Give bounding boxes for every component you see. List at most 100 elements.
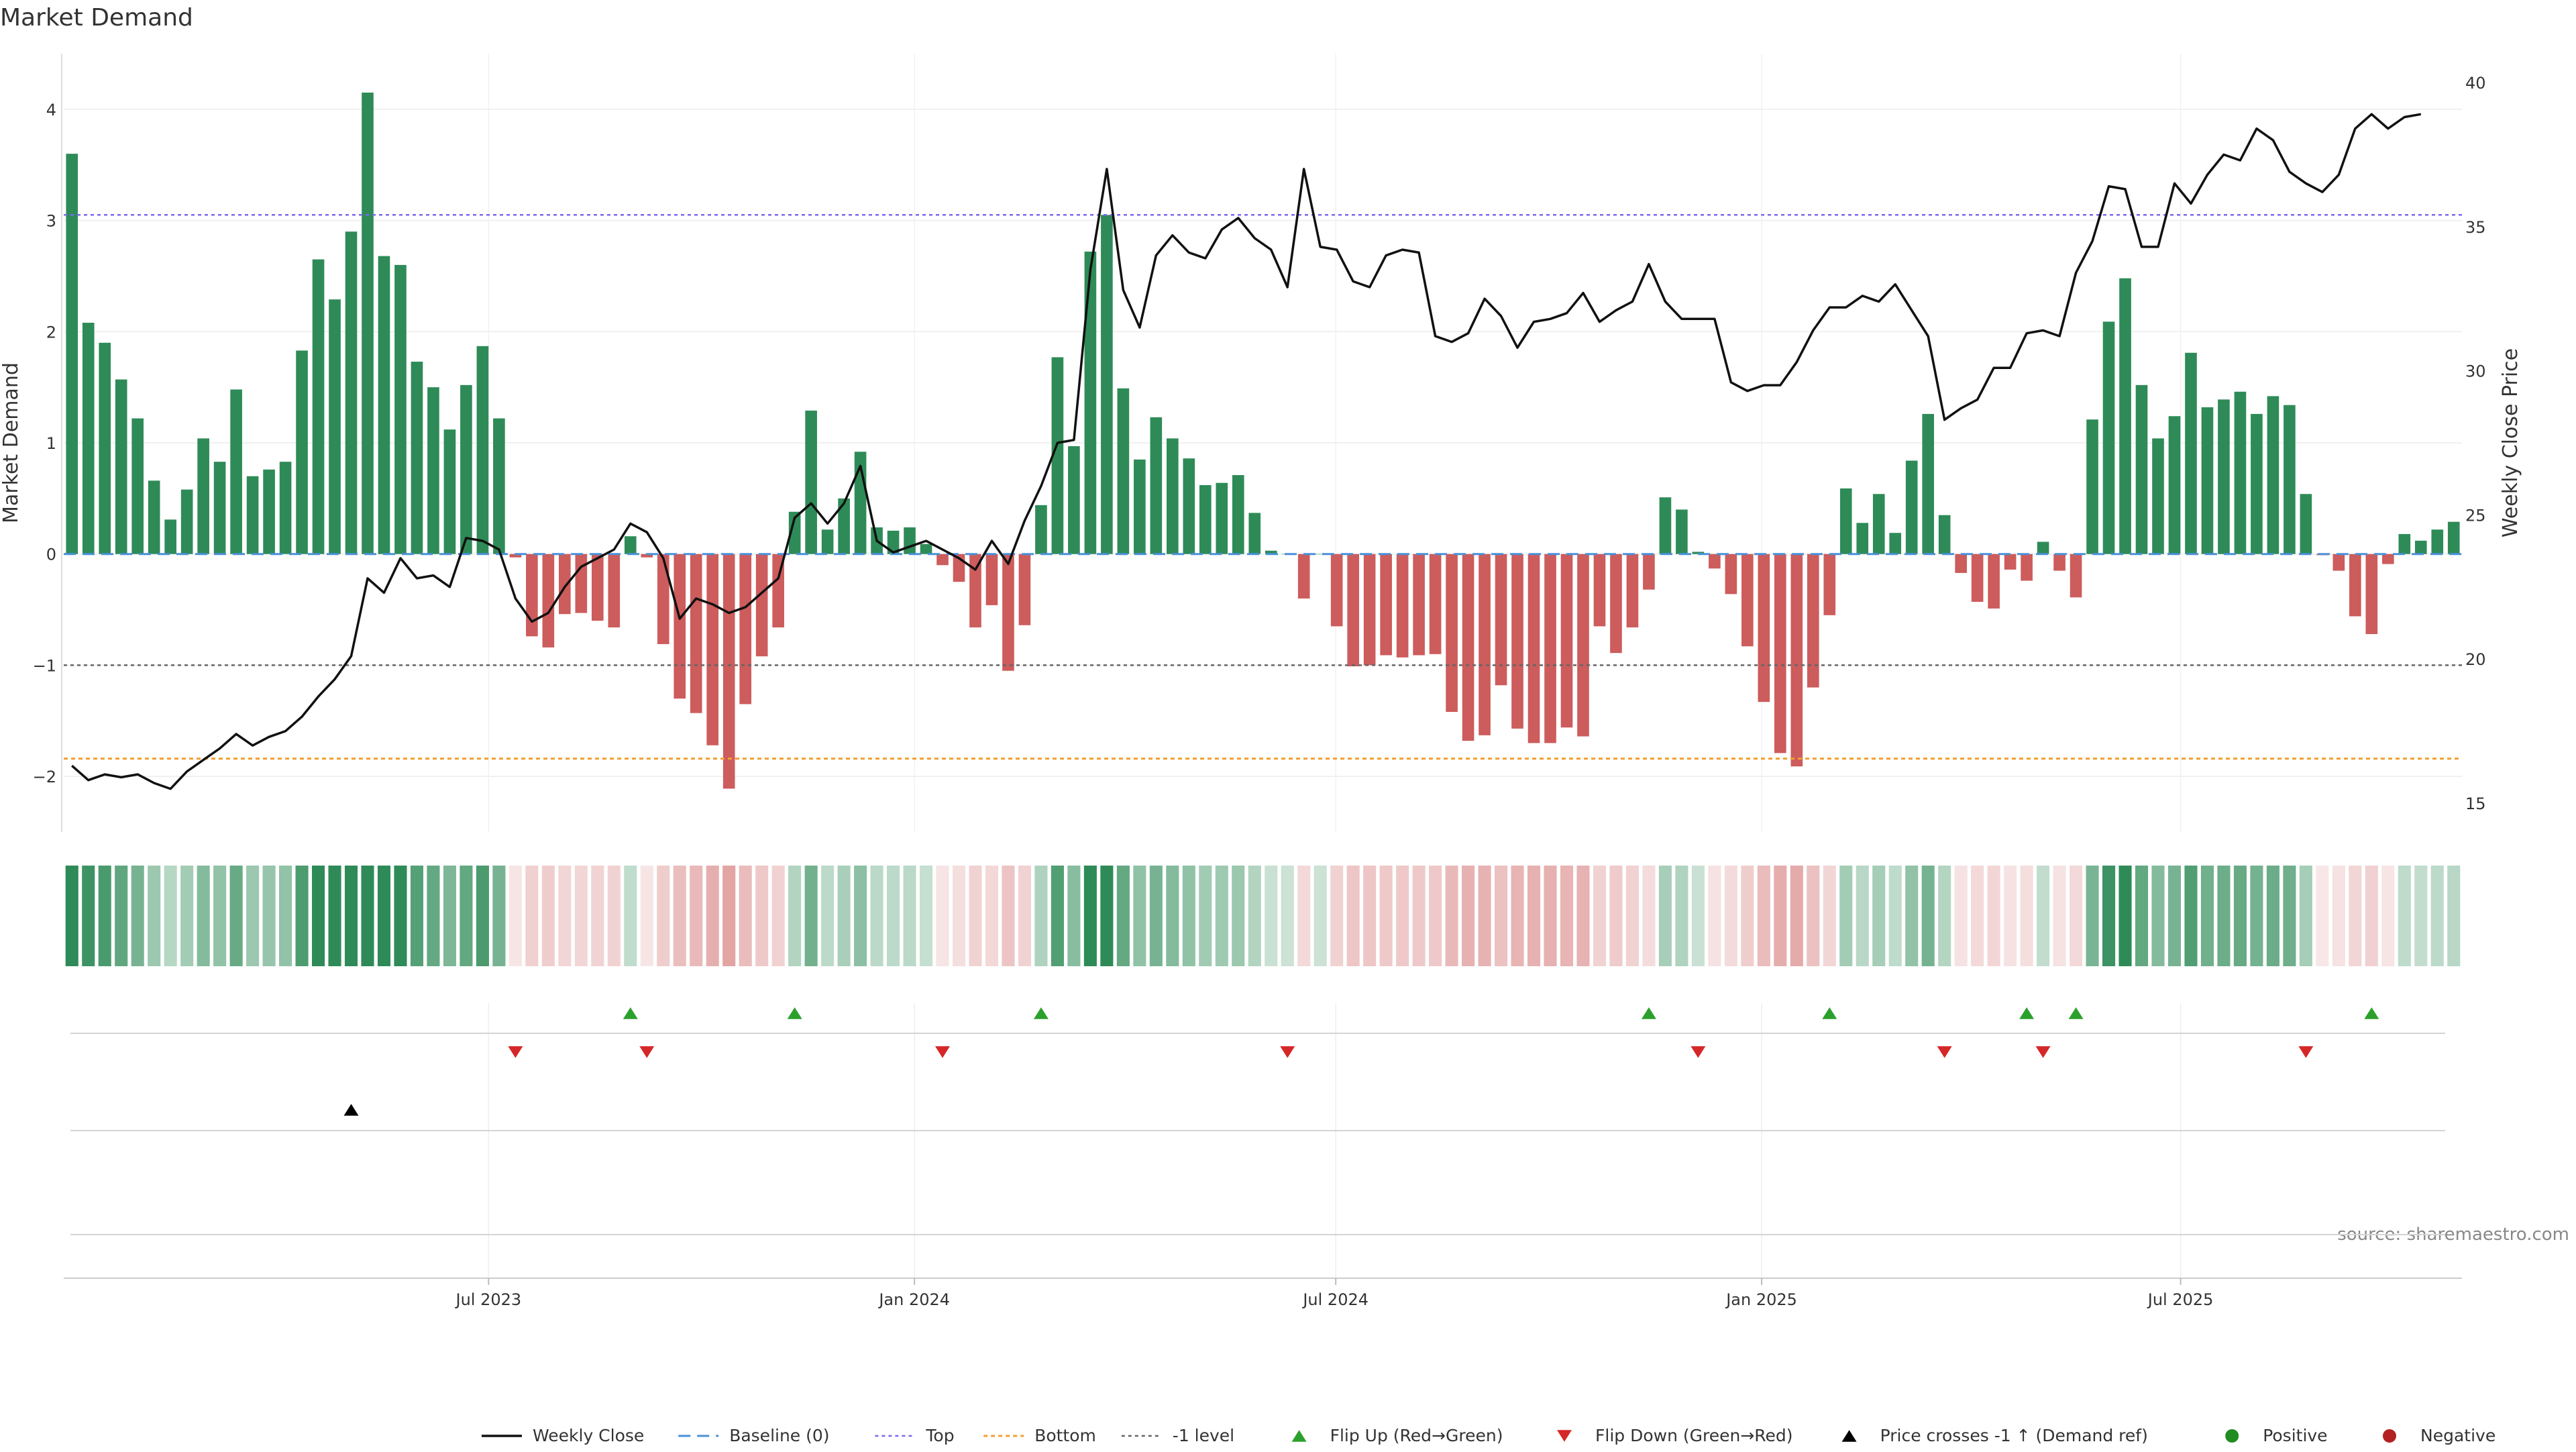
demand-bar [2300,494,2312,554]
legend-label: Flip Up (Red→Green) [1330,1426,1503,1445]
heat-cell [887,866,900,966]
demand-bar [1330,554,1343,627]
demand-bar [936,554,949,566]
demand-bar [1232,475,1244,554]
demand-bar [2168,416,2181,554]
demand-bar [1101,215,1113,554]
heat-cell [1560,866,1574,966]
demand-bar [213,462,226,554]
demand-bar [1741,554,1754,647]
heat-cell [2250,866,2263,966]
heat-cell [541,866,555,966]
demand-bar [2251,413,2263,554]
demand-bar [838,498,850,554]
demand-bar [1544,554,1556,743]
y-tick-label: 1 [46,434,56,453]
demand-bar [1988,554,2000,609]
x-tick-label: Jul 2024 [1301,1290,1368,1309]
heat-cell [2004,866,2017,966]
demand-bar [1676,509,1688,554]
heat-cell [2266,866,2279,966]
heat-cell [492,866,506,966]
heat-cell [1346,866,1360,966]
heat-cell [2316,866,2329,966]
legend-swatch-cross [1841,1430,1857,1442]
heat-cell [2299,866,2312,966]
heat-cell [2414,866,2428,966]
demand-bar [674,554,686,699]
demand-bar [427,387,439,554]
heat-cell [1199,866,1212,966]
demand-bar [378,256,390,554]
demand-bar [526,554,538,637]
y2-tick-label: 15 [2465,794,2486,813]
demand-bar [2218,399,2230,554]
heat-cell [1921,866,1935,966]
heat-cell [1067,866,1081,966]
demand-bar [1643,554,1655,590]
heat-cell [1905,866,1919,966]
demand-bar [312,259,325,554]
demand-bar [362,93,374,554]
demand-bar [887,530,900,554]
heat-cell [837,866,851,966]
demand-bar [1051,357,1064,554]
demand-bar [2070,554,2082,598]
heat-cell [508,866,522,966]
heat-cell [607,866,621,966]
demand-bar [788,511,801,554]
demand-bar [1134,459,1146,554]
demand-bar [1446,554,1458,713]
demand-bar [509,554,522,558]
demand-bar [1314,554,1327,555]
demand-bar [1610,554,1622,654]
demand-bar [1167,438,1179,554]
heat-cell [1576,866,1590,966]
demand-bar [164,519,176,554]
heat-cell [295,866,309,966]
flip-down-marker [2035,1046,2051,1058]
heat-cell [98,866,111,966]
demand-bar [263,469,275,554]
flip-down-marker [2298,1046,2314,1058]
demand-bar [2267,396,2279,554]
heat-cell [1182,866,1195,966]
y-tick-label: 2 [46,323,56,342]
weekly-close-line [71,113,2422,790]
heat-cell [1741,866,1754,966]
heat-cell [1724,866,1737,966]
x-tick-label: Jul 2023 [454,1290,521,1309]
heat-cell [1445,866,1458,966]
demand-bar [1183,458,1195,554]
heat-cell [2037,866,2050,966]
heat-cell [262,866,276,966]
demand-bar [1823,554,1836,615]
heat-cell [1823,866,1836,966]
heat-cell [624,866,637,966]
demand-bar [641,554,653,558]
demand-bar [624,536,637,554]
heat-cell [1544,866,1557,966]
heat-cell [1166,866,1179,966]
heat-cell [657,866,670,966]
y2-tick-label: 25 [2465,506,2486,525]
heat-cell [279,866,292,966]
demand-bar [460,384,472,554]
heat-cell [427,866,440,966]
demand-bar [345,231,358,554]
legend-label: Negative [2420,1426,2496,1445]
demand-bar [1626,554,1639,628]
heat-cell [1478,866,1491,966]
demand-bar [2102,321,2115,554]
demand-bar [2398,533,2411,554]
heat-cell [1133,866,1146,966]
heat-cell [1625,866,1639,966]
flip-up-marker [1641,1007,1656,1019]
heat-cell [755,866,769,966]
heat-cell [2135,866,2149,966]
demand-bar [1018,554,1031,625]
demand-bar [1380,554,1392,656]
heat-cell [1642,866,1656,966]
flip-markers-panel [70,1003,2445,1278]
heat-cell [1083,866,1097,966]
